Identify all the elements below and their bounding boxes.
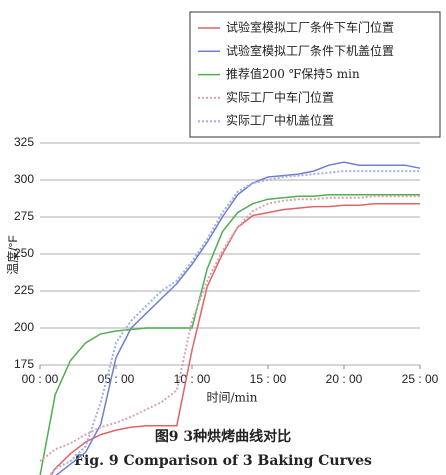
y-axis-label: 温度/°F: [5, 235, 20, 274]
y-tick-label: 175: [14, 357, 34, 371]
y-tick-label: 200: [14, 320, 34, 334]
x-axis-label: 时间/min: [207, 391, 258, 405]
legend-label: 实际工厂中车门位置: [226, 89, 334, 104]
y-tick-label: 325: [14, 135, 34, 149]
legend-label: 试验室模拟工厂条件下车门位置: [226, 20, 394, 35]
data-line: [50, 202, 420, 475]
legend-label: 试验室模拟工厂条件下机盖位置: [226, 43, 394, 58]
x-tick-label: 05 : 00: [98, 372, 135, 386]
y-tick-label: 250: [14, 246, 34, 260]
data-line: [39, 194, 420, 475]
x-tick-label: 20 : 00: [326, 372, 363, 386]
caption-cn: 图9 3种烘烤曲线对比: [155, 428, 291, 445]
x-tick-label: 15 : 00: [250, 372, 287, 386]
legend-label: 推荐值200 ℉保持5 min: [226, 66, 360, 81]
legend-label: 实际工厂中机盖位置: [226, 113, 334, 128]
x-tick-label: 10 : 00: [174, 372, 211, 386]
legend-box: [189, 11, 441, 138]
x-tick-label: 25 : 00: [402, 372, 439, 386]
y-tick-label: 225: [14, 283, 34, 297]
x-tick-label: 00 : 00: [22, 372, 59, 386]
data-line: [39, 195, 420, 462]
y-tick-label: 275: [14, 209, 34, 223]
data-line: [48, 170, 420, 475]
data-line: [55, 161, 421, 475]
y-tick-label: 300: [14, 172, 34, 186]
caption-en: Fig. 9 Comparison of 3 Baking Curves: [74, 453, 372, 469]
